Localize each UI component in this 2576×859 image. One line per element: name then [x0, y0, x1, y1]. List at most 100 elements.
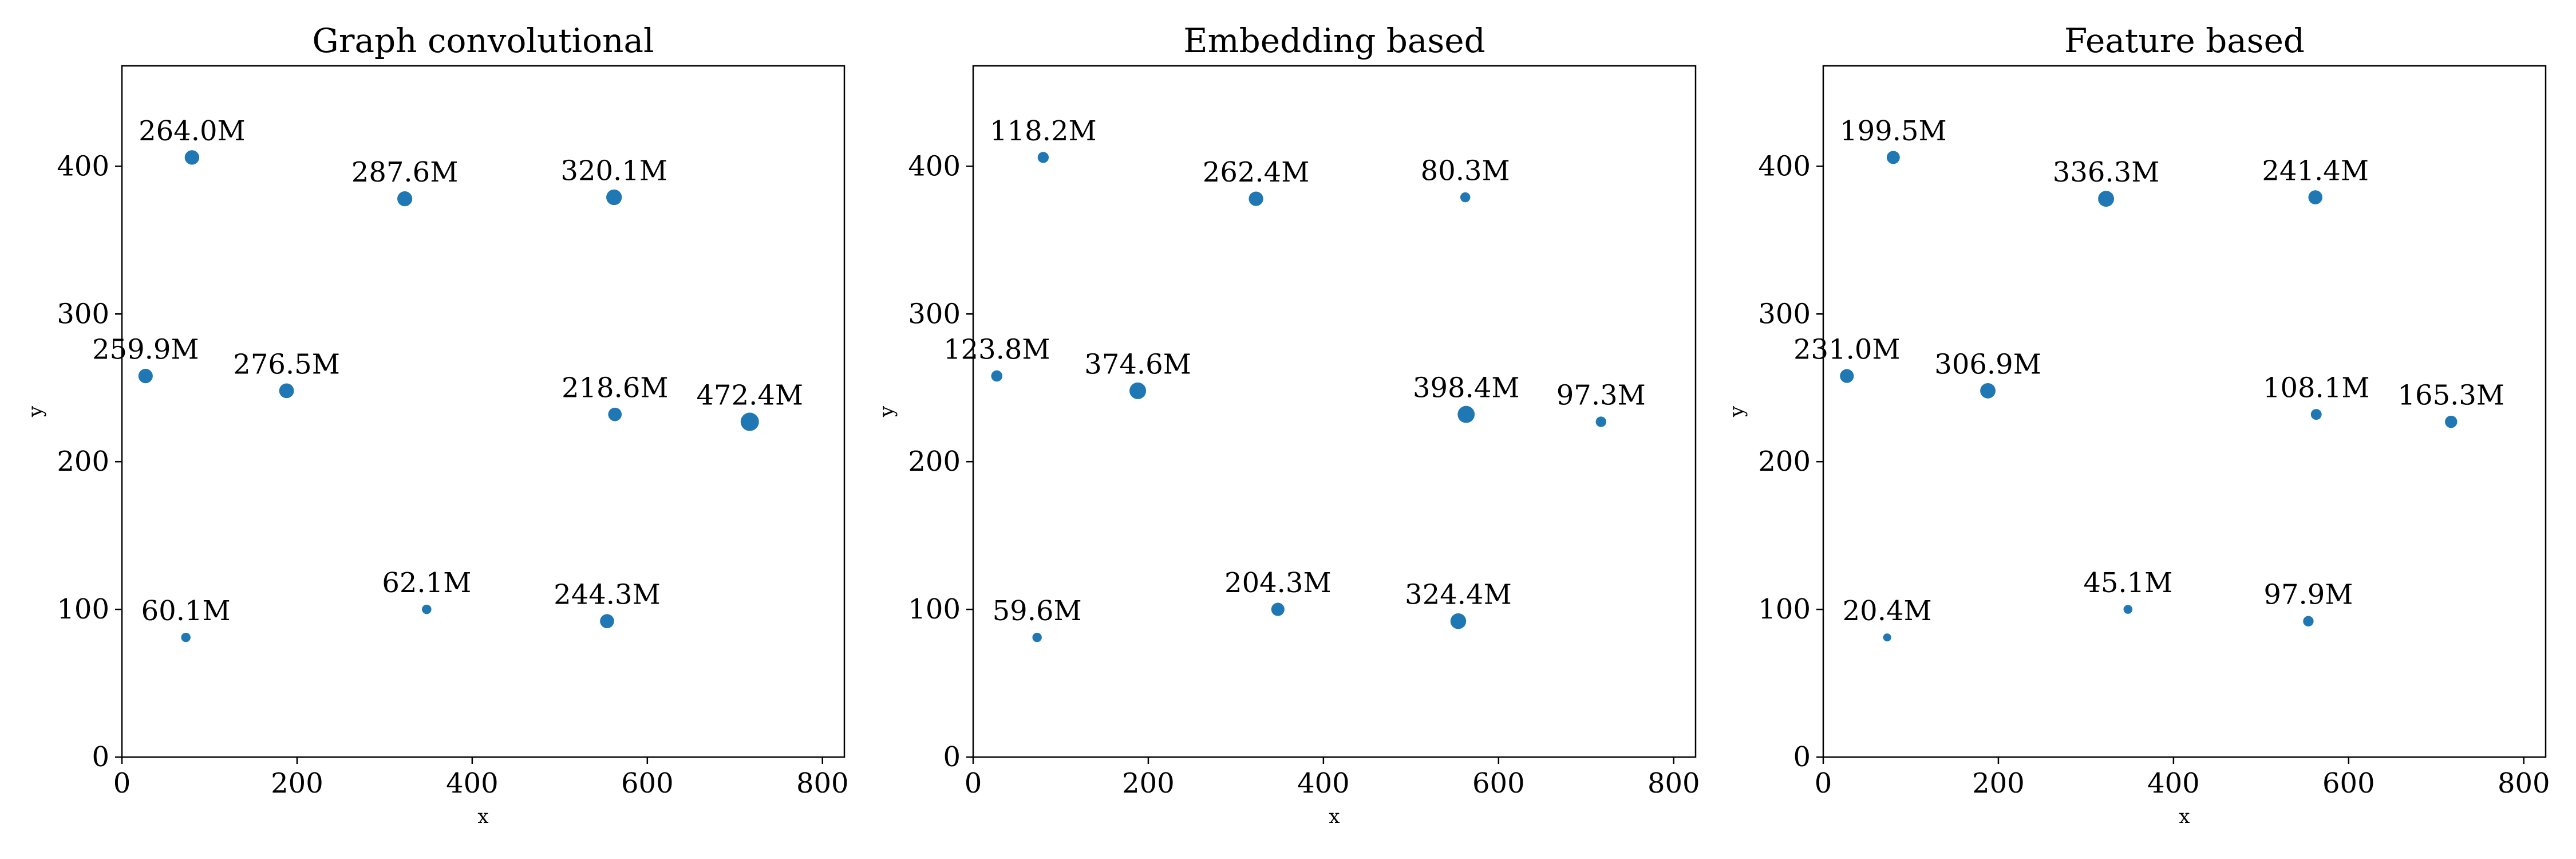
y-tick-label: 200: [57, 446, 109, 478]
chart-panel-3: Feature based 0 200 400 600 800 0 100 200 300 400 x…: [1725, 21, 2550, 828]
scatter-point: [1129, 382, 1147, 399]
scatter-point: [1980, 383, 1996, 399]
y-axis-label: y: [1725, 405, 1748, 417]
scatter-point: [1840, 369, 1854, 383]
scatter-point: [1032, 632, 1042, 643]
data-label: 45.1M: [2083, 567, 2172, 599]
x-tick-label: 600: [1472, 767, 1525, 799]
x-tick-label: 200: [271, 767, 323, 799]
data-label: 324.4M: [1405, 579, 1512, 611]
data-label: 374.6M: [1084, 348, 1191, 380]
chart-panel-2: Embedding based 0 200 400 600 800 0 100 200 300 40…: [875, 21, 1700, 828]
scatter-point: [600, 614, 614, 629]
data-label: 218.6M: [562, 372, 669, 404]
scatter-point: [279, 383, 294, 399]
x-tick-label: 800: [796, 767, 849, 799]
scatter-point: [606, 189, 622, 206]
y-tick-label: 400: [57, 150, 109, 182]
y-tick-label: 0: [1793, 741, 1811, 773]
data-label: 123.8M: [943, 334, 1050, 366]
x-tick-label: 800: [2498, 767, 2550, 799]
scatter-point: [138, 369, 153, 384]
data-label: 287.6M: [351, 156, 459, 188]
y-tick-label: 400: [908, 150, 961, 182]
scatter-point: [608, 407, 622, 421]
scatter-point: [991, 370, 1003, 382]
data-label: 320.1M: [560, 155, 667, 187]
scatter-point: [2310, 409, 2322, 420]
y-tick-label: 0: [92, 741, 109, 773]
data-label: 259.9M: [92, 334, 199, 366]
data-label: 97.9M: [2263, 579, 2353, 611]
x-tick-label: 400: [2147, 767, 2200, 799]
y-tick-label: 300: [908, 298, 961, 330]
x-tick-label: 800: [1647, 767, 1700, 799]
x-tick-label: 0: [965, 767, 982, 799]
data-label: 398.4M: [1413, 372, 1520, 404]
x-tick-label: 0: [113, 767, 131, 799]
x-tick-label: 200: [1122, 767, 1175, 799]
scatter-point: [1886, 151, 1900, 164]
scatter-point: [2445, 415, 2458, 428]
data-label: 276.5M: [233, 348, 340, 380]
data-label: 108.1M: [2263, 372, 2370, 404]
data-label: 60.1M: [141, 595, 231, 627]
x-axis-label: x: [2179, 805, 2190, 828]
data-label: 264.0M: [139, 115, 246, 147]
plot-frame: [972, 65, 1697, 758]
scatter-point: [1460, 192, 1471, 203]
chart-title: Feature based: [2064, 21, 2305, 60]
data-label: 20.4M: [1843, 595, 1932, 627]
scatter-point: [2303, 616, 2314, 626]
scatter-point: [181, 632, 191, 643]
data-label: 204.3M: [1224, 567, 1332, 599]
scatter-point: [1595, 416, 1606, 427]
y-tick-label: 100: [1758, 593, 1811, 625]
y-tick-label: 100: [57, 593, 109, 625]
scatter-point: [1271, 602, 1285, 616]
plot-frame: [121, 65, 846, 758]
scatter-point: [1883, 633, 1891, 642]
scatter-point: [1037, 152, 1049, 163]
chart-title: Graph convolutional: [312, 21, 654, 60]
y-tick-label: 100: [908, 593, 961, 625]
data-label: 199.5M: [1840, 115, 1947, 147]
scatter-point: [184, 150, 200, 165]
data-label: 241.4M: [2262, 155, 2369, 187]
data-label: 118.2M: [990, 115, 1097, 147]
scatter-point: [397, 191, 413, 207]
scatter-point: [1450, 613, 1467, 629]
x-tick-label: 600: [2322, 767, 2375, 799]
y-tick-label: 200: [1758, 446, 1811, 478]
y-tick-label: 400: [1758, 150, 1811, 182]
x-tick-label: 400: [446, 767, 499, 799]
scatter-point: [740, 412, 759, 431]
data-label: 306.9M: [1934, 348, 2041, 380]
x-tick-label: 600: [621, 767, 674, 799]
data-label: 262.4M: [1203, 156, 1310, 188]
y-axis-label: y: [875, 405, 898, 417]
data-label: 59.6M: [993, 595, 1082, 627]
data-label: 231.0M: [1793, 334, 1901, 366]
x-tick-label: 400: [1297, 767, 1350, 799]
y-tick-label: 200: [908, 446, 961, 478]
data-label: 62.1M: [382, 567, 471, 599]
scatter-point: [1457, 405, 1475, 423]
data-label: 80.3M: [1421, 155, 1510, 187]
chart-title: Embedding based: [1183, 21, 1485, 60]
scatter-point: [1249, 191, 1263, 206]
data-label: 472.4M: [697, 380, 804, 412]
data-label: 97.3M: [1556, 380, 1646, 412]
y-tick-label: 300: [1758, 298, 1811, 330]
x-tick-label: 200: [1972, 767, 2025, 799]
data-label: 165.3M: [2398, 380, 2505, 412]
chart-panel-1: Graph convolutional 0 200 400 600 800 0 100 200 3…: [24, 21, 849, 828]
plot-frame: [1822, 65, 2547, 758]
scatter-point: [2308, 190, 2322, 204]
scatter-point: [2123, 605, 2133, 614]
scatter-point: [2098, 191, 2115, 207]
data-label: 336.3M: [2053, 156, 2160, 188]
x-tick-label: 0: [1815, 767, 1832, 799]
data-label: 244.3M: [554, 579, 661, 611]
